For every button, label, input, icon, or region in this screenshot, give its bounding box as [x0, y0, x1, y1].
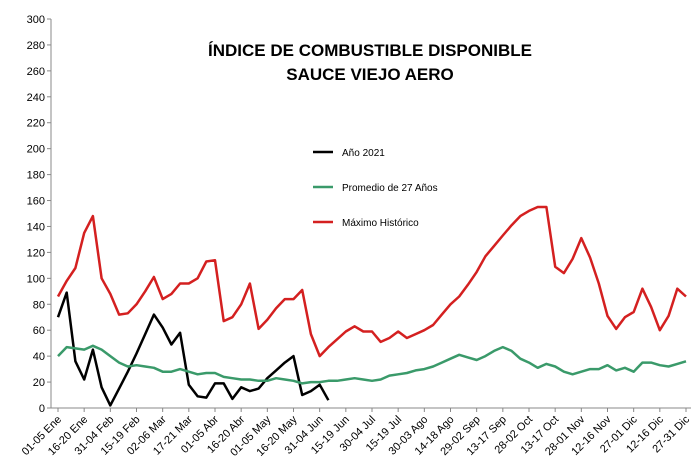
- y-tick-label: 80: [33, 299, 45, 311]
- legend-label: Año 2021: [342, 148, 385, 159]
- series-line: [56, 205, 687, 358]
- y-tick-label: 140: [27, 221, 45, 233]
- y-tick-label: 300: [27, 14, 45, 26]
- chart-title: ÍNDICE DE COMBUSTIBLE DISPONIBLE: [208, 41, 532, 60]
- series-line: [57, 344, 687, 385]
- legend-label: Máximo Histórico: [342, 218, 419, 229]
- y-tick-label: 220: [27, 118, 45, 130]
- y-tick-label: 200: [27, 144, 45, 156]
- y-tick-label: 40: [33, 351, 45, 363]
- y-tick-label: 120: [27, 247, 45, 259]
- chart-subtitle: SAUCE VIEJO AERO: [286, 65, 454, 84]
- y-tick-label: 180: [27, 170, 45, 182]
- y-tick-label: 0: [39, 403, 45, 415]
- series-line: [56, 291, 330, 407]
- y-tick-label: 20: [33, 377, 45, 389]
- y-tick-label: 280: [27, 40, 45, 52]
- y-tick-label: 60: [33, 325, 45, 337]
- legend-label: Promedio de 27 Años: [342, 183, 438, 194]
- y-tick-label: 240: [27, 92, 45, 104]
- y-tick-label: 160: [27, 196, 45, 208]
- y-tick-label: 100: [27, 273, 45, 285]
- y-tick-label: 260: [27, 66, 45, 78]
